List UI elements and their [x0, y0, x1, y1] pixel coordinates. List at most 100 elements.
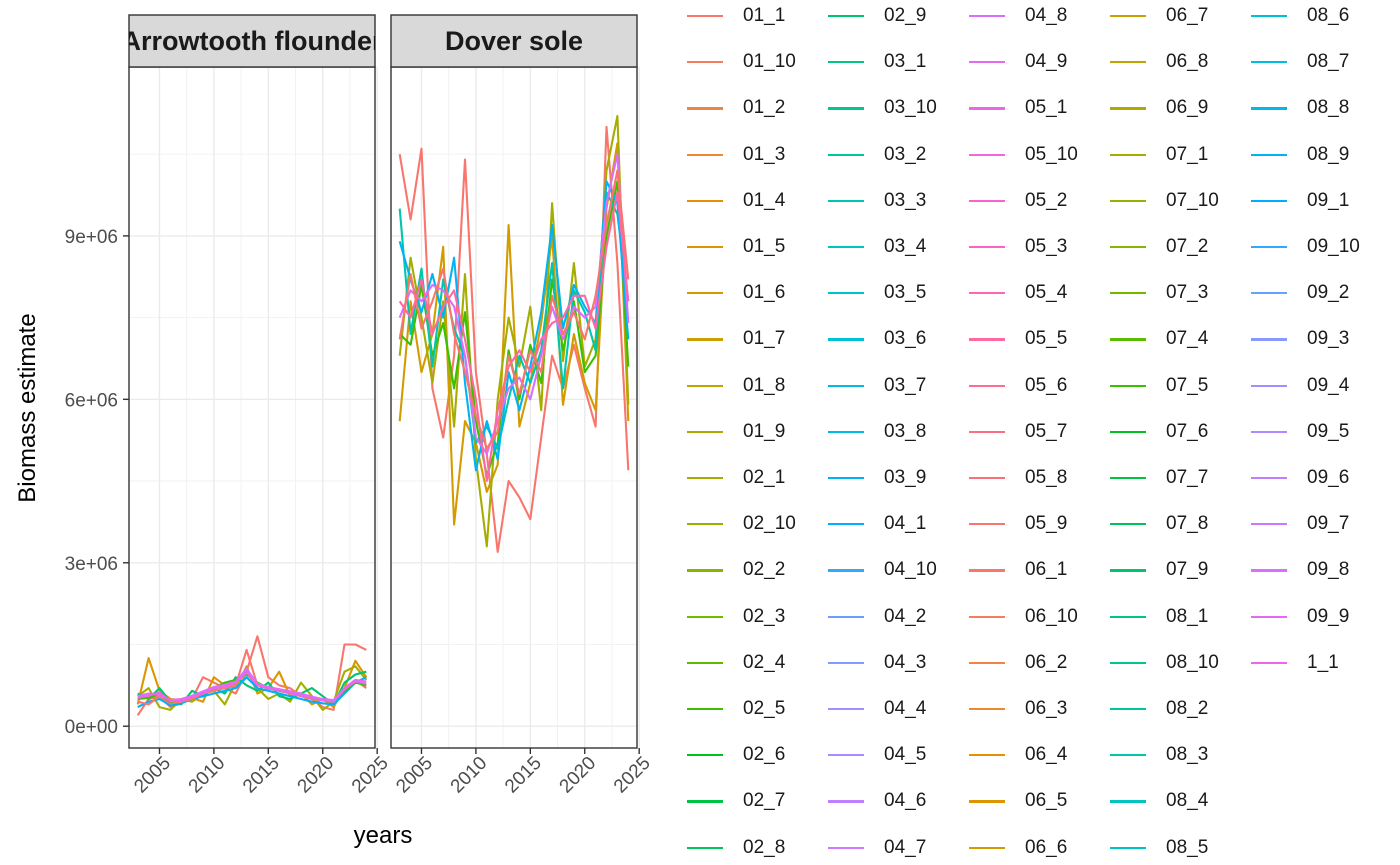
legend-key	[969, 615, 1005, 618]
legend-key	[1251, 477, 1287, 480]
legend-label: 03_5	[884, 282, 927, 304]
legend-label: 04_7	[884, 836, 927, 858]
legend-key	[1251, 292, 1287, 295]
legend-label: 07_3	[1166, 282, 1209, 304]
legend-key	[1251, 199, 1287, 202]
legend-key	[828, 61, 864, 64]
legend-label: 06_1	[1025, 559, 1068, 581]
legend-label: 05_6	[1025, 374, 1068, 396]
x-tick-label: 2005	[130, 753, 175, 798]
legend-label: 08_6	[1307, 5, 1350, 26]
legend-key	[828, 615, 864, 618]
legend-key	[1110, 754, 1146, 757]
legend-label: 01_5	[743, 236, 786, 257]
series-line-01_1	[398, 125, 630, 553]
series-line-09_8	[137, 667, 367, 702]
legend-key	[828, 107, 864, 110]
legend-label: 02_9	[884, 5, 927, 26]
legend-label: 01_1	[743, 5, 786, 26]
legend-key	[969, 338, 1005, 341]
legend-key	[687, 754, 723, 757]
legend-label: 07_10	[1166, 189, 1219, 211]
legend-label: 08_8	[1307, 97, 1350, 119]
y-tick-label: 3e+06	[65, 554, 118, 575]
legend-label: 08_3	[1166, 744, 1209, 766]
legend-label: 06_3	[1025, 698, 1068, 719]
series-line-05_9	[398, 169, 630, 450]
legend-label: 1_1	[1307, 651, 1339, 673]
series-line-04_1	[137, 676, 367, 709]
legend-key	[969, 708, 1005, 711]
legend-label: 05_4	[1025, 282, 1068, 304]
legend-label: 06_9	[1166, 97, 1209, 119]
legend-key	[1110, 153, 1146, 156]
legend-label: 09_1	[1307, 189, 1350, 211]
legend-key	[1110, 338, 1146, 341]
legend-label: 01_10	[743, 51, 796, 73]
legend-key	[828, 199, 864, 202]
legend-key	[1110, 430, 1146, 433]
legend-key	[687, 846, 723, 849]
legend-label: 09_9	[1307, 605, 1350, 627]
legend-label: 07_5	[1166, 374, 1209, 396]
legend-key	[1251, 615, 1287, 618]
legend-label: 02_10	[743, 513, 796, 535]
legend-key	[1110, 61, 1146, 64]
legend-key	[1251, 153, 1287, 156]
legend-label: 03_3	[884, 189, 927, 211]
legend-label: 01_3	[743, 143, 786, 165]
legend-key	[687, 384, 723, 387]
legend-key	[969, 430, 1005, 433]
legend-key	[969, 61, 1005, 64]
legend-key	[828, 430, 864, 433]
legend-key	[969, 153, 1005, 156]
legend-key	[1110, 661, 1146, 664]
legend-label: 05_1	[1025, 97, 1068, 119]
legend-label: 07_8	[1166, 513, 1209, 535]
legend-label: 04_10	[884, 559, 937, 581]
legend-key	[969, 846, 1005, 849]
legend-label: 06_10	[1025, 605, 1078, 627]
x-tick-label: 2025	[610, 753, 655, 798]
legend-label: 07_2	[1166, 236, 1209, 257]
legend-key	[828, 246, 864, 249]
legend-key	[1251, 569, 1287, 572]
legend-key	[1110, 477, 1146, 480]
legend-key	[687, 338, 723, 341]
y-tick-label: 9e+06	[65, 227, 118, 248]
x-tick-label: 2015	[501, 753, 546, 798]
legend-key	[969, 569, 1005, 572]
legend-label: 05_2	[1025, 189, 1068, 211]
legend-key	[1110, 199, 1146, 202]
legend-label: 03_9	[884, 467, 927, 488]
legend-label: 07_1	[1166, 143, 1209, 165]
legend-key	[1251, 523, 1287, 526]
legend-label: 01_6	[743, 282, 786, 304]
series-line-1_1	[137, 671, 367, 703]
legend-key	[687, 800, 723, 803]
legend-key	[1110, 708, 1146, 711]
legend-label: 08_1	[1166, 605, 1209, 627]
x-tick-label: 2010	[447, 753, 492, 798]
panel-background	[391, 67, 637, 748]
legend-key	[1110, 523, 1146, 526]
legend-key	[828, 153, 864, 156]
legend-key	[969, 15, 1005, 18]
legend-key	[687, 199, 723, 202]
legend-label: 04_2	[884, 605, 927, 627]
legend-label: 09_8	[1307, 559, 1350, 581]
legend-label: 08_5	[1166, 836, 1209, 858]
legend-key	[1251, 107, 1287, 110]
legend-label: 09_3	[1307, 328, 1350, 350]
legend-label: 02_6	[743, 744, 786, 766]
legend-key	[969, 754, 1005, 757]
legend-label: 04_6	[884, 790, 927, 812]
legend-label: 02_3	[743, 605, 786, 627]
legend-label: 03_7	[884, 374, 927, 396]
legend-key	[969, 523, 1005, 526]
legend-key	[687, 430, 723, 433]
legend-label: 06_6	[1025, 836, 1068, 858]
legend-key	[1110, 569, 1146, 572]
x-axis-label: years	[354, 822, 413, 849]
